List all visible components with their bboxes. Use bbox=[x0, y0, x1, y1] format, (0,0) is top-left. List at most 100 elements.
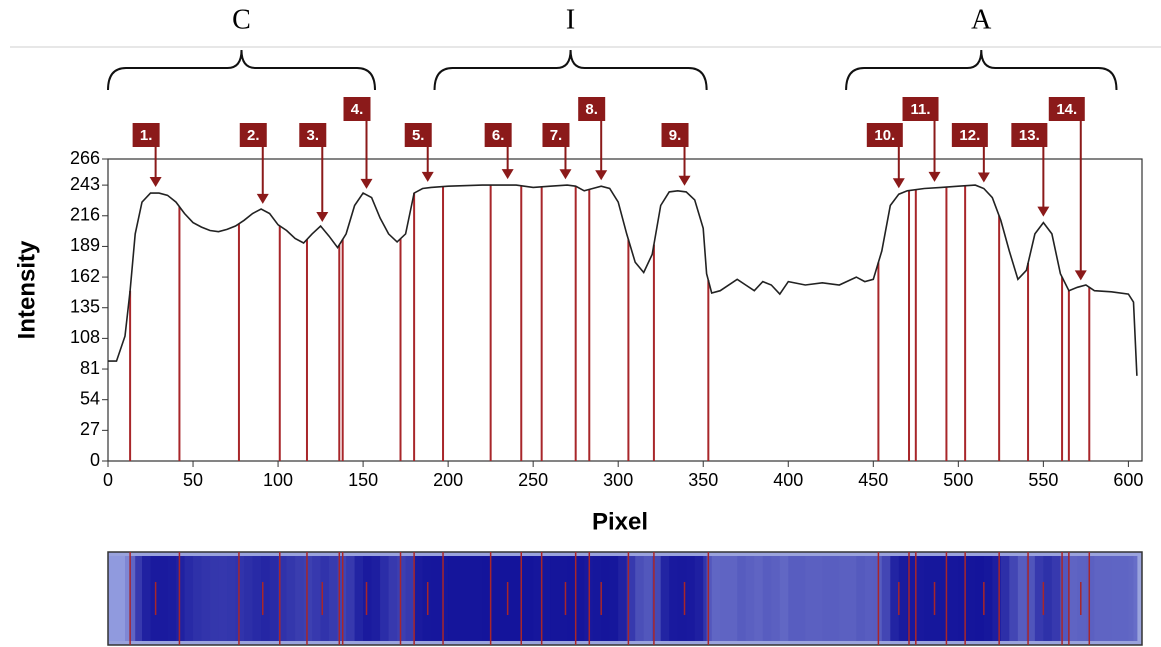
peak-arrow-head bbox=[893, 178, 905, 188]
gel-band bbox=[355, 556, 364, 641]
gel-band bbox=[516, 556, 534, 641]
gel-band bbox=[899, 556, 908, 641]
peak-label: 6. bbox=[492, 127, 505, 144]
y-tick-label: 162 bbox=[70, 266, 100, 286]
gel-band bbox=[210, 556, 219, 641]
region-label: I bbox=[566, 4, 575, 35]
peak-arrow-head bbox=[150, 177, 162, 187]
peak-label: 13. bbox=[1019, 127, 1040, 144]
gel-band bbox=[856, 556, 865, 641]
x-axis-title: Pixel bbox=[592, 508, 648, 535]
gel-band bbox=[1094, 556, 1112, 641]
peak-arrow-head bbox=[679, 176, 691, 186]
gel-band bbox=[644, 556, 653, 641]
gel-band bbox=[958, 556, 976, 641]
gel-band bbox=[1035, 556, 1044, 641]
gel-band bbox=[1052, 556, 1061, 641]
peak-label: 8. bbox=[585, 101, 598, 118]
gel-band bbox=[661, 556, 670, 641]
gel-band bbox=[618, 556, 627, 641]
gel-band bbox=[363, 556, 372, 641]
gel-band bbox=[695, 556, 704, 641]
x-tick-label: 350 bbox=[688, 470, 718, 490]
peak-label: 12. bbox=[959, 127, 980, 144]
region-label: A bbox=[971, 4, 992, 35]
gel-band bbox=[686, 556, 695, 641]
gel-band bbox=[236, 556, 245, 641]
gel-band bbox=[117, 556, 126, 641]
peak-label: 10. bbox=[874, 127, 895, 144]
gel-band bbox=[130, 556, 136, 641]
peak-label: 4. bbox=[351, 101, 364, 118]
gel-band bbox=[610, 556, 619, 641]
gel-band bbox=[142, 556, 151, 641]
peak-arrow-head bbox=[422, 172, 434, 182]
peak-label: 2. bbox=[247, 127, 260, 144]
gel-band bbox=[576, 556, 585, 641]
y-tick-label: 54 bbox=[80, 388, 100, 408]
gel-band bbox=[678, 556, 687, 641]
x-tick-label: 150 bbox=[348, 470, 378, 490]
gel-band bbox=[176, 556, 185, 641]
gel-band bbox=[703, 556, 707, 641]
gel-band bbox=[414, 556, 423, 641]
gel-band bbox=[754, 556, 763, 641]
gel-band bbox=[1111, 556, 1129, 641]
x-tick-label: 400 bbox=[773, 470, 803, 490]
intensity-line bbox=[108, 185, 1137, 376]
x-tick-label: 600 bbox=[1113, 470, 1143, 490]
gel-band bbox=[372, 556, 381, 641]
y-tick-label: 0 bbox=[90, 450, 100, 470]
peak-label: 5. bbox=[412, 127, 425, 144]
gel-band bbox=[244, 556, 253, 641]
region-bracket bbox=[435, 50, 707, 90]
x-tick-label: 450 bbox=[858, 470, 888, 490]
gel-band bbox=[601, 556, 610, 641]
gel-band bbox=[707, 556, 713, 641]
x-tick-label: 300 bbox=[603, 470, 633, 490]
peak-arrow-head bbox=[316, 212, 328, 222]
gel-band bbox=[839, 556, 857, 641]
gel-band bbox=[771, 556, 780, 641]
gel-band bbox=[185, 556, 194, 641]
gel-band bbox=[984, 556, 993, 641]
region-bracket bbox=[846, 50, 1116, 90]
gel-band bbox=[1043, 556, 1052, 641]
region-label: C bbox=[232, 4, 251, 35]
peak-arrow-head bbox=[502, 169, 514, 179]
gel-band bbox=[346, 556, 355, 641]
gel-band bbox=[253, 556, 262, 641]
peak-arrow-head bbox=[595, 170, 607, 180]
x-tick-label: 250 bbox=[518, 470, 548, 490]
y-tick-label: 216 bbox=[70, 205, 100, 225]
gel-band bbox=[822, 556, 840, 641]
x-tick-label: 500 bbox=[943, 470, 973, 490]
gel-band bbox=[746, 556, 755, 641]
y-tick-label: 135 bbox=[70, 296, 100, 316]
x-tick-label: 200 bbox=[433, 470, 463, 490]
gel-band bbox=[882, 556, 891, 641]
chart: Intensity Pixel 027548110813516218921624… bbox=[0, 0, 1161, 647]
gel-band bbox=[992, 556, 1001, 641]
gel-band bbox=[805, 556, 823, 641]
gel-band bbox=[669, 556, 678, 641]
y-axis-title: Intensity bbox=[13, 240, 40, 339]
gel-band bbox=[1009, 556, 1018, 641]
peak-arrow-head bbox=[1075, 270, 1087, 280]
gel-band bbox=[1086, 556, 1095, 641]
plot-frame bbox=[108, 159, 1142, 461]
gel-band bbox=[1069, 556, 1078, 641]
peak-arrow-head bbox=[361, 179, 373, 189]
gel-band bbox=[448, 556, 483, 641]
peak-label: 14. bbox=[1056, 101, 1077, 118]
gel-band bbox=[431, 556, 449, 641]
gel-band bbox=[397, 556, 406, 641]
gel-band bbox=[1133, 556, 1137, 641]
y-tick-label: 81 bbox=[80, 358, 100, 378]
gel-band bbox=[1018, 556, 1027, 641]
peak-arrow-head bbox=[257, 194, 269, 204]
gel-band bbox=[329, 556, 338, 641]
y-tick-label: 189 bbox=[70, 235, 100, 255]
gel-band bbox=[270, 556, 279, 641]
gel-band bbox=[1077, 556, 1086, 641]
